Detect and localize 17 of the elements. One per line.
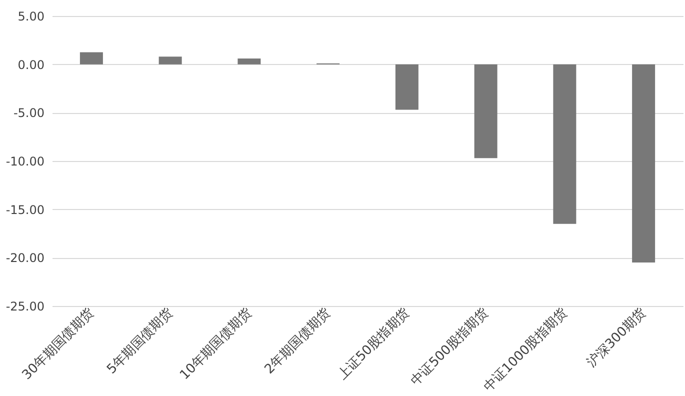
x-tick-label: 10年期国债期货: [177, 306, 255, 384]
bar: [158, 56, 182, 64]
y-tick-label: -25.00: [6, 300, 44, 314]
x-tick-label: 5年期国债期货: [104, 306, 176, 378]
y-tick-label: -10.00: [6, 154, 44, 168]
bar: [80, 52, 103, 64]
bar: [395, 64, 418, 110]
bar: [553, 64, 576, 224]
y-tick-label: 0.00: [18, 58, 44, 72]
bar: [632, 64, 656, 262]
bar: [238, 58, 261, 64]
y-tick-label: -5.00: [13, 106, 44, 120]
y-tick-label: -15.00: [6, 202, 44, 217]
x-tick-label: 2年期国债期货: [262, 306, 334, 378]
bar: [474, 64, 498, 158]
y-tick-label: 5.00: [18, 10, 44, 24]
y-tick-label: -20.00: [6, 251, 44, 266]
